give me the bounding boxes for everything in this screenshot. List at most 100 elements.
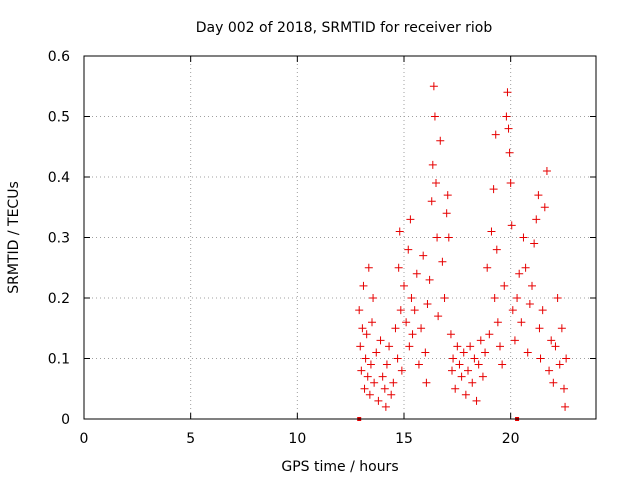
data-point [519, 233, 528, 242]
data-point [451, 384, 460, 393]
data-point [528, 281, 536, 290]
y-tick-label: 0.6 [48, 49, 70, 65]
x-axis-label: GPS time / hours [281, 459, 398, 475]
data-point [368, 318, 376, 327]
x-tick-label: 20 [502, 431, 520, 447]
data-point [359, 281, 368, 290]
data-point [444, 233, 453, 242]
data-point [427, 197, 436, 206]
data-point [370, 378, 379, 387]
data-point [394, 263, 403, 272]
data-point [419, 251, 428, 260]
chart-title: Day 002 of 2018, SRMTID for receiver rio… [196, 20, 493, 36]
data-point [355, 306, 364, 315]
data-point [557, 324, 566, 333]
data-point [421, 348, 430, 357]
data-point [491, 130, 500, 139]
data-point [521, 263, 530, 272]
data-point [504, 124, 513, 133]
data-point [461, 390, 470, 399]
data-point [357, 366, 366, 375]
x-tick-label: 0 [80, 431, 89, 447]
data-point [513, 294, 522, 302]
y-tick-label: 0.1 [48, 352, 70, 368]
data-point [422, 378, 431, 387]
data-point [443, 191, 452, 200]
data-point [500, 281, 509, 290]
data-point [414, 360, 423, 369]
data-point [538, 306, 547, 315]
data-point [474, 360, 483, 369]
y-tick-label: 0.2 [48, 291, 70, 307]
data-point [536, 354, 545, 363]
y-tick-label: 0.5 [48, 110, 70, 126]
data-point [391, 324, 400, 333]
data-point [496, 342, 504, 351]
data-point [376, 336, 385, 345]
x-tick-label: 5 [186, 431, 195, 447]
data-point [363, 372, 372, 381]
data-point [481, 348, 490, 357]
data-point [561, 402, 570, 411]
data-point [468, 378, 477, 387]
data-point [434, 312, 443, 321]
data-point [510, 336, 519, 345]
data-point [551, 342, 560, 351]
x-tick-label: 10 [288, 431, 306, 447]
data-point [523, 348, 532, 357]
data-point [457, 372, 466, 381]
data-point [442, 209, 451, 218]
data-point [356, 342, 365, 351]
data-point [405, 342, 414, 351]
data-point [547, 336, 556, 345]
data-point [446, 330, 455, 339]
data-point [493, 318, 502, 327]
data-point [549, 378, 558, 387]
data-point [389, 378, 398, 387]
data-point [492, 245, 501, 254]
axes [83, 55, 597, 420]
data-point [555, 360, 564, 369]
data-point [470, 354, 479, 363]
data-point [361, 354, 370, 363]
data-point [515, 269, 524, 278]
data-point [490, 294, 499, 302]
data-point [545, 366, 554, 375]
y-tick-label: 0 [61, 412, 70, 428]
data-point [453, 342, 462, 351]
data-point [360, 384, 369, 393]
grid-lines [84, 56, 596, 419]
y-tick-label: 0.4 [48, 170, 70, 186]
data-point [425, 275, 434, 284]
data-point [438, 257, 447, 266]
data-point [508, 306, 517, 315]
data-point [560, 384, 568, 393]
x-tick-label: 15 [395, 431, 413, 447]
data-point [525, 300, 534, 309]
data-point [503, 88, 512, 97]
data-point [476, 336, 485, 345]
data-point [483, 263, 492, 272]
data-point [432, 179, 440, 188]
data-point [530, 239, 539, 248]
data-point [412, 269, 421, 278]
data-point [562, 354, 571, 363]
data-point [400, 281, 408, 290]
data-point [553, 294, 562, 302]
data-point [408, 330, 417, 339]
data-point [455, 360, 464, 369]
data-point [381, 402, 390, 411]
data-point [396, 306, 405, 315]
data-point [449, 354, 458, 363]
data-point [410, 306, 419, 315]
data-point [487, 227, 496, 236]
data-point [387, 390, 396, 399]
data-point [464, 366, 472, 375]
data-point [535, 324, 544, 333]
data-point [365, 390, 374, 399]
data-point [364, 263, 373, 272]
data-point [489, 185, 498, 194]
data-point [385, 342, 394, 351]
data-point [369, 294, 378, 302]
